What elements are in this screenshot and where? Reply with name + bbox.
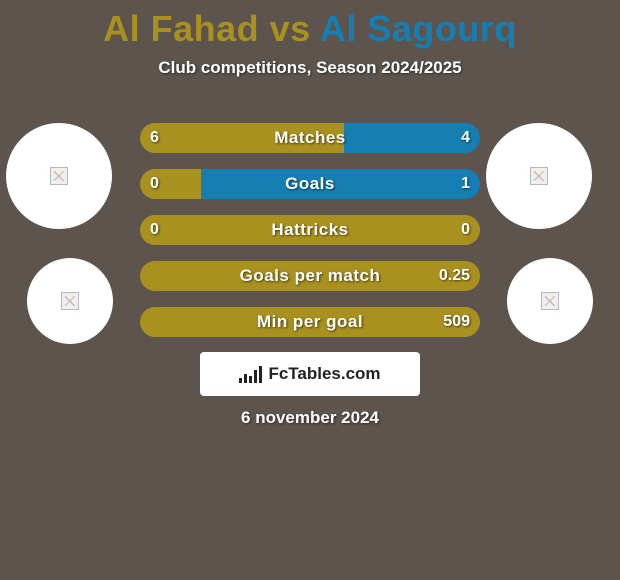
stats-panel: 64Matches 01Goals 00Hattricks 0.25Goals per… <box>140 123 480 353</box>
stat-label: Goals <box>140 169 480 199</box>
subtitle: Club competitions, Season 2024/2025 <box>0 58 620 78</box>
comparison-infographic: Al Fahad vs Al Sagourq Club competitions… <box>0 0 620 580</box>
stat-label: Goals per match <box>140 261 480 291</box>
page-title: Al Fahad vs Al Sagourq <box>0 0 620 50</box>
stat-row: 509Min per goal <box>140 307 480 337</box>
chart-icon <box>239 365 262 383</box>
team-left-logo <box>6 123 112 229</box>
stat-row: 0.25Goals per match <box>140 261 480 291</box>
stat-label: Min per goal <box>140 307 480 337</box>
broken-image-icon <box>50 167 68 185</box>
stat-row: 01Goals <box>140 169 480 199</box>
broken-image-icon <box>530 167 548 185</box>
player-right-avatar <box>507 258 593 344</box>
stat-label: Hattricks <box>140 215 480 245</box>
team-right-name: Al Sagourq <box>320 8 517 49</box>
branding: FcTables.com <box>200 352 420 396</box>
title-vs: vs <box>270 8 311 49</box>
team-right-logo <box>486 123 592 229</box>
stat-label: Matches <box>140 123 480 153</box>
stat-row: 64Matches <box>140 123 480 153</box>
broken-image-icon <box>541 292 559 310</box>
team-left-name: Al Fahad <box>103 8 259 49</box>
branding-text: FcTables.com <box>268 364 380 384</box>
player-left-avatar <box>27 258 113 344</box>
date-label: 6 november 2024 <box>0 408 620 428</box>
stat-row: 00Hattricks <box>140 215 480 245</box>
broken-image-icon <box>61 292 79 310</box>
